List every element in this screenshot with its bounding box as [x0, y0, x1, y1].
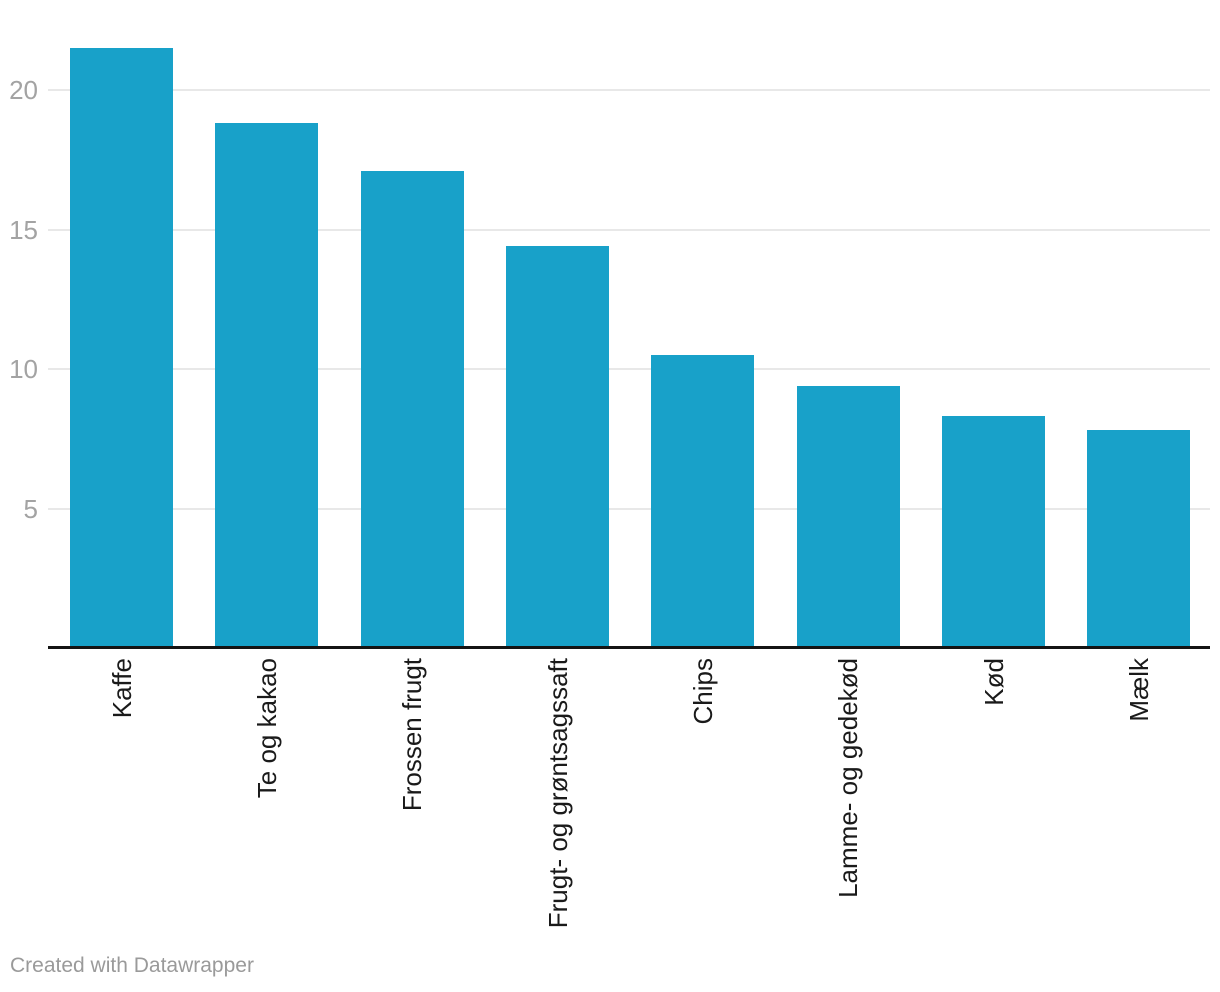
x-label-wrap-chips: Chips — [673, 658, 733, 724]
x-label-wrap-frossen-frugt: Frossen frugt — [382, 658, 442, 811]
x-label-wrap-kød: Kød — [964, 658, 1024, 706]
x-axis-label-kød: Kød — [978, 658, 1009, 706]
x-label-wrap-kaffe: Kaffe — [92, 658, 152, 718]
x-axis-label-mælk: Mælk — [1123, 658, 1154, 722]
gridline-15 — [48, 228, 1210, 231]
x-label-wrap-te-og-kakao: Te og kakao — [237, 658, 297, 798]
bar-kaffe[interactable] — [70, 48, 173, 646]
y-tick-label-15: 15 — [9, 214, 38, 245]
x-axis-label-te-og-kakao: Te og kakao — [251, 658, 282, 799]
x-axis-label-kaffe: Kaffe — [106, 658, 137, 719]
x-axis-line — [48, 646, 1210, 649]
gridline-20 — [48, 89, 1210, 91]
bar-chips[interactable] — [651, 355, 755, 646]
x-label-wrap-frugt-og-grøntsagssaft: Frugt- og grøntsagssaft — [528, 658, 588, 928]
datawrapper-credit: Created with Datawrapper — [10, 954, 254, 977]
x-label-wrap-lamme-og-gedekød: Lamme- og gedekød — [818, 658, 878, 898]
bar-mælk[interactable] — [1087, 430, 1191, 646]
bar-frugt-og-grøntsagssaft[interactable] — [506, 246, 610, 646]
y-tick-label-10: 10 — [9, 354, 38, 384]
bar-lamme-og-gedekød[interactable] — [796, 385, 900, 646]
bar-frossen-frugt[interactable] — [360, 170, 464, 646]
bar-kød[interactable] — [942, 416, 1046, 646]
gridline-5 — [48, 507, 1210, 510]
bar-te-og-kakao[interactable] — [215, 123, 319, 646]
x-axis-label-lamme-og-gedekød: Lamme- og gedekød — [833, 658, 864, 898]
y-tick-label-20: 20 — [9, 75, 38, 105]
x-axis-label-frossen-frugt: Frossen frugt — [397, 658, 428, 812]
x-label-wrap-mælk: Mælk — [1109, 658, 1169, 722]
y-tick-label-5: 5 — [23, 493, 38, 524]
x-axis-label-chips: Chips — [687, 658, 718, 725]
gridline-10 — [48, 368, 1210, 370]
x-axis-label-frugt-og-grøntsagssaft: Frugt- og grøntsagssaft — [542, 658, 573, 929]
